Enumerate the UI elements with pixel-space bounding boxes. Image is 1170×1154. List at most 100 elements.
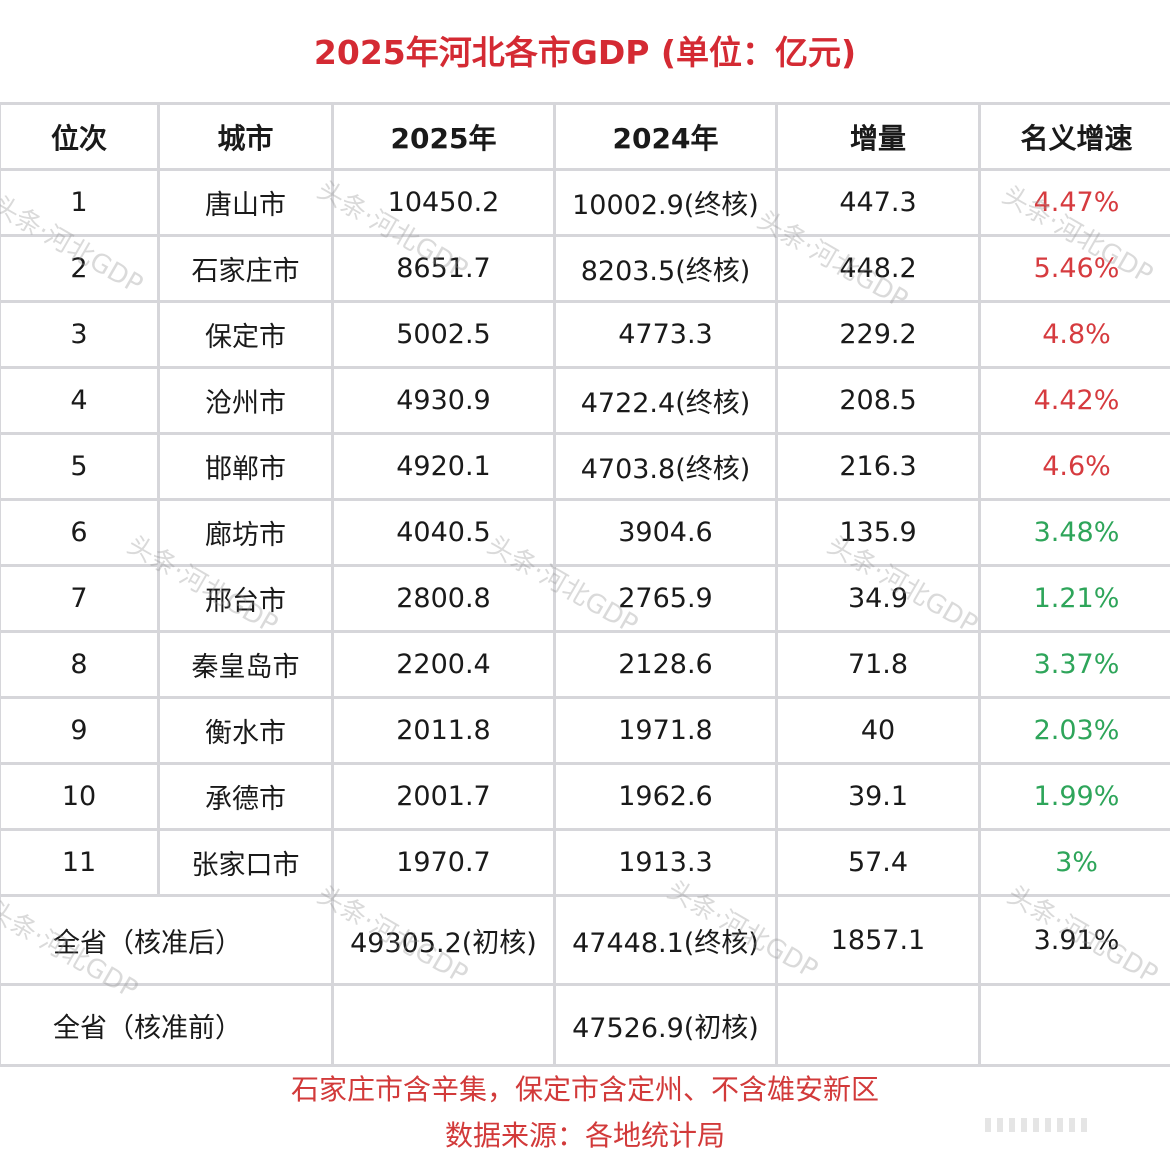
total-after-2025: 49305.2(初核) — [331, 894, 556, 986]
gdp-2024-cell: 2128.6 — [553, 630, 778, 699]
gdp-2024-cell: 4703.8(终核) — [553, 432, 778, 501]
gdp-2025-cell: 2800.8 — [331, 564, 556, 633]
rank-cell: 6 — [0, 498, 160, 567]
table-row: 2 石家庄市 8651.7 8203.5(终核) 448.2 5.46% — [0, 234, 1170, 303]
rank-cell: 3 — [0, 300, 160, 369]
gdp-2024-cell: 3904.6 — [553, 498, 778, 567]
growth-cell: 4.47% — [978, 168, 1170, 237]
growth-cell: 4.42% — [978, 366, 1170, 435]
city-cell: 邢台市 — [157, 564, 334, 633]
growth-cell: 1.21% — [978, 564, 1170, 633]
table-row: 11 张家口市 1970.7 1913.3 57.4 3% — [0, 828, 1170, 897]
increase-cell: 34.9 — [775, 564, 981, 633]
header-city: 城市 — [157, 102, 334, 171]
city-cell: 衡水市 — [157, 696, 334, 765]
rank-cell: 1 — [0, 168, 160, 237]
city-cell: 石家庄市 — [157, 234, 334, 303]
increase-cell: 135.9 — [775, 498, 981, 567]
gdp-table: 位次 城市 2025年 2024年 增量 名义增速 1 唐山市 10450.2 100… — [0, 102, 1170, 1067]
gdp-2025-cell: 2200.4 — [331, 630, 556, 699]
growth-cell: 3.37% — [978, 630, 1170, 699]
gdp-2024-cell: 10002.9(终核) — [553, 168, 778, 237]
table-row: 4 沧州市 4930.9 4722.4(终核) 208.5 4.42% — [0, 366, 1170, 435]
increase-cell: 39.1 — [775, 762, 981, 831]
growth-cell: 4.6% — [978, 432, 1170, 501]
city-cell: 承德市 — [157, 762, 334, 831]
rank-cell: 9 — [0, 696, 160, 765]
growth-cell: 4.8% — [978, 300, 1170, 369]
increase-cell: 216.3 — [775, 432, 981, 501]
scope-note: 石家庄市含辛集，保定市含定州、不含雄安新区 — [290, 1073, 879, 1106]
header-row: 位次 城市 2025年 2024年 增量 名义增速 — [0, 102, 1170, 171]
gdp-2025-cell: 4930.9 — [331, 366, 556, 435]
rank-cell: 10 — [0, 762, 160, 831]
increase-cell: 40 — [775, 696, 981, 765]
gdp-2024-cell: 1971.8 — [553, 696, 778, 765]
total-after-increase: 1857.1 — [775, 894, 981, 986]
table-row: 6 廊坊市 4040.5 3904.6 135.9 3.48% — [0, 498, 1170, 567]
city-cell: 唐山市 — [157, 168, 334, 237]
header-2025: 2025年 — [331, 102, 556, 171]
gdp-2024-cell: 1913.3 — [553, 828, 778, 897]
table-row: 3 保定市 5002.5 4773.3 229.2 4.8% — [0, 300, 1170, 369]
increase-cell: 229.2 — [775, 300, 981, 369]
growth-cell: 1.99% — [978, 762, 1170, 831]
gdp-2024-cell: 1962.6 — [553, 762, 778, 831]
growth-cell: 3.48% — [978, 498, 1170, 567]
table-row: 5 邯郸市 4920.1 4703.8(终核) 216.3 4.6% — [0, 432, 1170, 501]
rank-cell: 8 — [0, 630, 160, 699]
gdp-2025-cell: 4920.1 — [331, 432, 556, 501]
total-after-row: 全省（核准后） 49305.2(初核) 47448.1(终核) 1857.1 3… — [0, 894, 1170, 986]
gdp-2025-cell: 2001.7 — [331, 762, 556, 831]
page-title: 2025年河北各市GDP (单位：亿元) — [313, 33, 857, 72]
table-row: 7 邢台市 2800.8 2765.9 34.9 1.21% — [0, 564, 1170, 633]
rank-cell: 4 — [0, 366, 160, 435]
total-after-growth: 3.91% — [978, 894, 1170, 986]
gdp-2025-cell: 10450.2 — [331, 168, 556, 237]
rank-cell: 7 — [0, 564, 160, 633]
rank-cell: 11 — [0, 828, 160, 897]
increase-cell: 71.8 — [775, 630, 981, 699]
gdp-2024-cell: 8203.5(终核) — [553, 234, 778, 303]
city-cell: 沧州市 — [157, 366, 334, 435]
growth-cell: 3% — [978, 828, 1170, 897]
increase-cell: 448.2 — [775, 234, 981, 303]
increase-cell: 57.4 — [775, 828, 981, 897]
table-row: 9 衡水市 2011.8 1971.8 40 2.03% — [0, 696, 1170, 765]
increase-cell: 447.3 — [775, 168, 981, 237]
decorative-bars — [985, 1118, 1087, 1132]
gdp-2025-cell: 8651.7 — [331, 234, 556, 303]
header-2024: 2024年 — [553, 102, 778, 171]
gdp-2025-cell: 1970.7 — [331, 828, 556, 897]
city-cell: 保定市 — [157, 300, 334, 369]
header-increase: 增量 — [775, 102, 981, 171]
city-cell: 邯郸市 — [157, 432, 334, 501]
table-row: 1 唐山市 10450.2 10002.9(终核) 447.3 4.47% — [0, 168, 1170, 237]
city-cell: 张家口市 — [157, 828, 334, 897]
city-cell: 秦皇岛市 — [157, 630, 334, 699]
growth-cell: 5.46% — [978, 234, 1170, 303]
gdp-2025-cell: 4040.5 — [331, 498, 556, 567]
gdp-2024-cell: 2765.9 — [553, 564, 778, 633]
total-before-2024: 47526.9(初核) — [553, 983, 778, 1067]
total-before-2025 — [331, 983, 556, 1067]
total-before-increase — [775, 983, 981, 1067]
total-after-2024: 47448.1(终核) — [553, 894, 778, 986]
gdp-2024-cell: 4722.4(终核) — [553, 366, 778, 435]
header-rank: 位次 — [0, 102, 160, 171]
gdp-2025-cell: 5002.5 — [331, 300, 556, 369]
rank-cell: 5 — [0, 432, 160, 501]
total-before-row: 全省（核准前） 47526.9(初核) — [0, 983, 1170, 1067]
growth-cell: 2.03% — [978, 696, 1170, 765]
gdp-2024-cell: 4773.3 — [553, 300, 778, 369]
total-before-label: 全省（核准前） — [0, 983, 334, 1067]
source-note: 数据来源：各地统计局 — [444, 1119, 725, 1152]
table-row: 8 秦皇岛市 2200.4 2128.6 71.8 3.37% — [0, 630, 1170, 699]
city-cell: 廊坊市 — [157, 498, 334, 567]
gdp-2025-cell: 2011.8 — [331, 696, 556, 765]
header-growth: 名义增速 — [978, 102, 1170, 171]
increase-cell: 208.5 — [775, 366, 981, 435]
total-after-label: 全省（核准后） — [0, 894, 334, 986]
table-row: 10 承德市 2001.7 1962.6 39.1 1.99% — [0, 762, 1170, 831]
rank-cell: 2 — [0, 234, 160, 303]
